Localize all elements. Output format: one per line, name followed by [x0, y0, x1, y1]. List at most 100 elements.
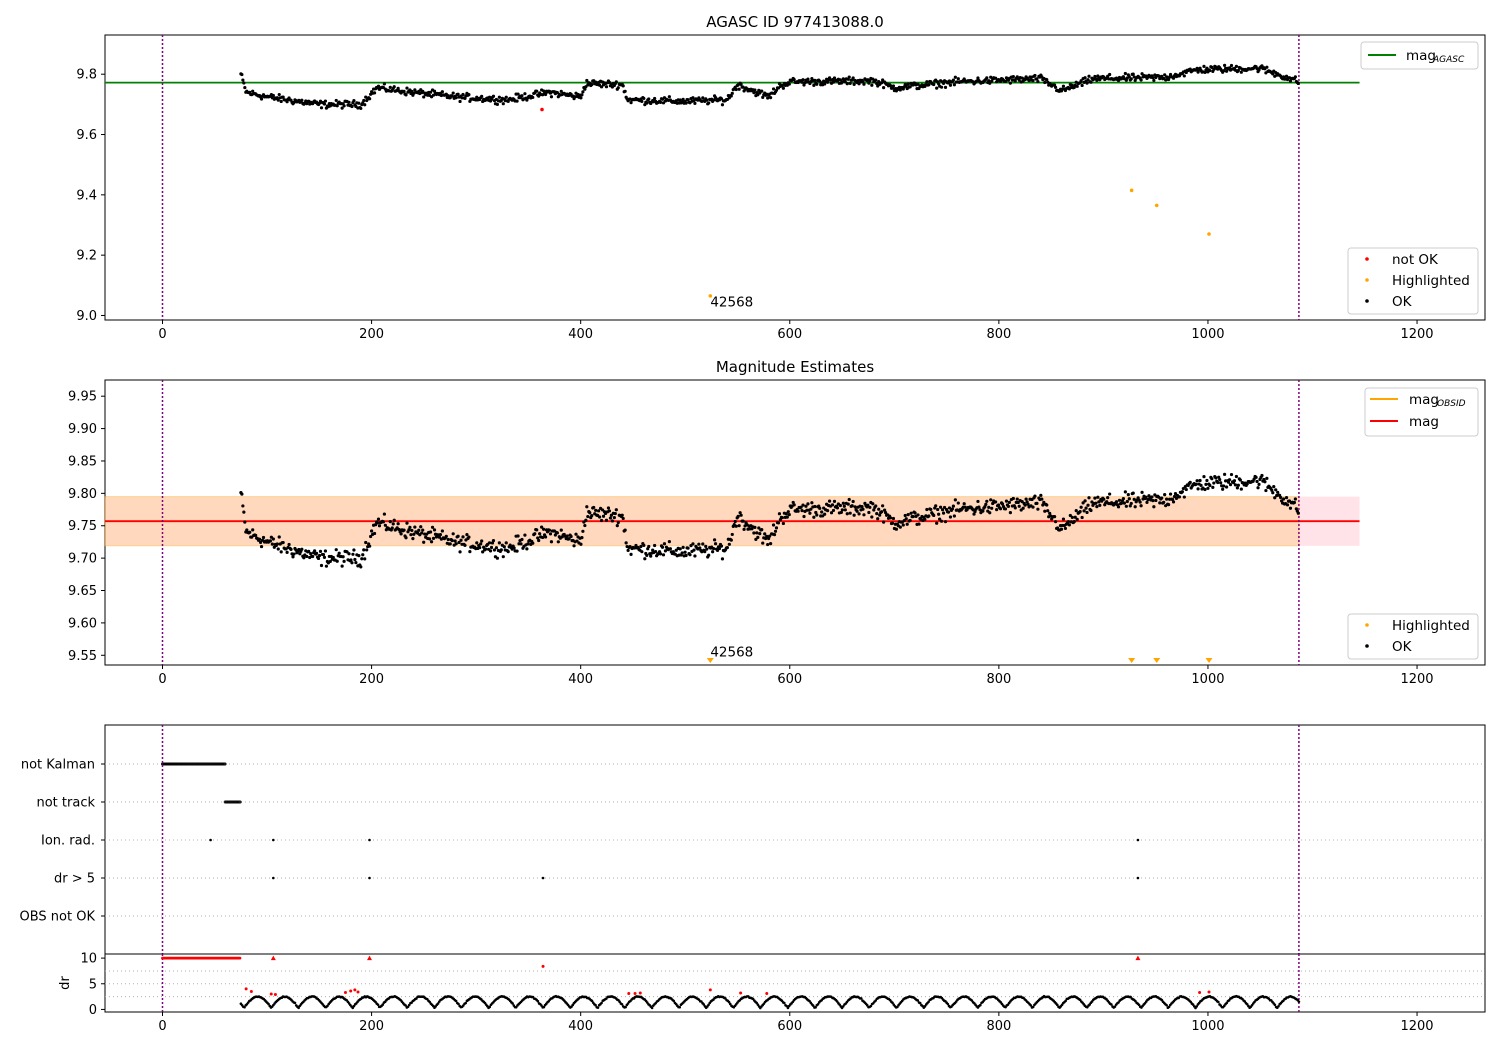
ok-point [512, 546, 516, 550]
x-tick-label: 0 [158, 327, 166, 342]
ok-point [801, 78, 805, 82]
ok-point [531, 95, 535, 100]
highlighted-point [1207, 232, 1211, 236]
ok-point [683, 550, 687, 554]
ok-point [357, 554, 361, 558]
ok-point [458, 550, 462, 554]
ok-point [1116, 505, 1121, 509]
ok-point [1167, 503, 1171, 507]
ok-point [1126, 493, 1130, 497]
ok-point [1082, 509, 1086, 513]
ok-point [309, 551, 313, 556]
ok-point [1184, 487, 1188, 492]
ok-point [259, 97, 264, 101]
ok-point [461, 92, 465, 97]
ok-point [364, 95, 368, 99]
ok-point [567, 537, 571, 541]
ok-point [1074, 509, 1078, 513]
ok-point [1270, 488, 1274, 492]
ok-point [340, 106, 344, 110]
ok-point [998, 507, 1003, 511]
ok-point [881, 78, 885, 82]
ok-point [381, 520, 386, 524]
ok-point [712, 538, 717, 542]
ok-point [768, 542, 773, 546]
ok-point [369, 534, 373, 539]
ok-point [508, 543, 512, 547]
ok-point [729, 94, 733, 98]
ok-point [976, 76, 980, 80]
ok-point [590, 514, 594, 518]
ok-point [1296, 81, 1300, 86]
ok-point [1232, 479, 1237, 483]
ok-point [1084, 506, 1088, 510]
dr-point [865, 1004, 869, 1007]
ok-point [1083, 499, 1087, 503]
flag-point [238, 800, 242, 804]
ok-point [1083, 76, 1087, 80]
ok-point [626, 548, 630, 553]
ok-point [1182, 495, 1186, 499]
ok-point [399, 532, 403, 536]
ok-point [279, 550, 283, 554]
ok-point [1171, 76, 1176, 80]
ok-point [760, 528, 764, 532]
ok-point [866, 503, 870, 507]
dr-point [1277, 1004, 1280, 1008]
ok-point [707, 553, 711, 557]
ok-point [894, 527, 898, 531]
ok-point [1123, 71, 1127, 76]
ok-point [882, 520, 886, 524]
ok-point [448, 542, 452, 546]
ok-point [1100, 499, 1104, 503]
ok-point [277, 92, 281, 97]
ok-point [322, 102, 327, 106]
ok-point [1216, 480, 1220, 485]
ok-point [1079, 79, 1083, 83]
ok-point [1117, 498, 1122, 502]
dr-point [618, 1000, 621, 1004]
ok-point [938, 517, 942, 521]
ok-point [693, 554, 697, 558]
ok-point [614, 508, 618, 512]
ok-point [1211, 485, 1215, 489]
flag-category-label: not track [36, 796, 95, 811]
ok-point [574, 532, 578, 536]
ok-point [785, 515, 789, 519]
ok-point [241, 78, 245, 82]
ok-point [939, 519, 944, 523]
ok-point [1035, 501, 1039, 506]
ok-point [340, 564, 344, 568]
ok-point [549, 540, 554, 544]
legend-label: Highlighted [1392, 618, 1470, 634]
ok-point [412, 532, 416, 536]
y-tick-label: 0 [89, 1003, 97, 1018]
legend-label: OK [1392, 639, 1413, 655]
ok-point [428, 530, 433, 534]
ok-point [588, 511, 592, 515]
dr-point [1217, 1000, 1220, 1004]
ok-point [845, 82, 849, 86]
ok-point [927, 83, 931, 87]
ok-point [867, 81, 871, 85]
flag-point [368, 876, 371, 880]
ok-point [987, 79, 991, 83]
ok-point [504, 95, 508, 99]
ok-point [1036, 79, 1040, 84]
ok-point [1053, 85, 1058, 89]
ok-point [402, 528, 406, 532]
ok-point [995, 508, 999, 512]
ok-point [1234, 474, 1239, 479]
ok-point [606, 506, 611, 510]
ok-point [1127, 75, 1131, 79]
ok-point [843, 508, 847, 512]
ok-point [1129, 77, 1133, 81]
y-tick-label: 9.2 [76, 249, 97, 264]
dr-point [376, 1003, 380, 1006]
y-tick-label: 9.0 [76, 309, 97, 324]
ok-point [691, 542, 695, 546]
ok-point [777, 512, 782, 516]
dr-point [814, 1006, 817, 1009]
dr-point [650, 1006, 654, 1010]
